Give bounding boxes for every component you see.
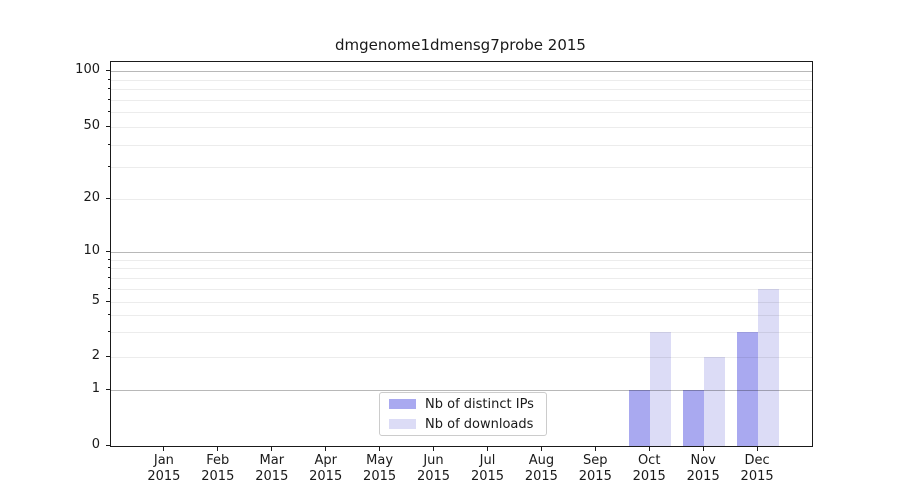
y-minor-tick-mark <box>108 98 110 100</box>
y-tick-label: 100 <box>75 62 100 77</box>
x-tick-label-mar: Mar 2015 <box>243 453 301 485</box>
legend-item-distinct-ips: Nb of distinct IPs <box>389 397 537 412</box>
x-tick-month: Sep <box>583 453 608 468</box>
x-tick-mark <box>487 447 488 451</box>
x-tick-year: 2015 <box>632 469 666 484</box>
x-tick-label-feb: Feb 2015 <box>189 453 247 485</box>
x-tick-year: 2015 <box>524 469 558 484</box>
x-tick-mark <box>271 447 273 451</box>
x-tick-year: 2015 <box>578 469 612 484</box>
bar-distinct-ips-nov <box>683 390 705 446</box>
legend-label-downloads: Nb of downloads <box>425 416 534 432</box>
y-tick-label: 50 <box>83 118 100 133</box>
legend-label-distinct-ips: Nb of distinct IPs <box>425 396 534 412</box>
x-tick-month: Nov <box>690 453 716 468</box>
x-tick-year: 2015 <box>363 469 397 484</box>
y-minor-tick-mark <box>108 143 110 145</box>
x-tick-mark <box>540 447 542 451</box>
chart-title: dmgenome1dmensg7probe 2015 <box>335 36 586 54</box>
y-tick-mark <box>106 445 110 446</box>
y-tick-label: 1 <box>91 381 100 396</box>
y-minor-tick-mark <box>108 258 110 260</box>
x-tick-label-dec: Dec 2015 <box>728 453 786 485</box>
y-minor-tick-mark <box>108 266 110 268</box>
x-tick-label-nov: Nov 2015 <box>674 453 732 485</box>
x-tick-mark <box>433 447 434 451</box>
x-tick-mark <box>379 447 381 451</box>
x-tick-mark <box>594 447 596 451</box>
y-minor-tick-mark <box>108 111 110 113</box>
x-tick-label-may: May 2015 <box>351 453 409 485</box>
x-tick-month: Jul <box>479 453 496 468</box>
x-tick-month: May <box>366 453 394 468</box>
x-tick-month: Apr <box>314 453 337 468</box>
y-minor-tick-mark <box>108 276 110 278</box>
y-minor-tick-mark <box>108 287 110 289</box>
bar-downloads-dec <box>758 288 780 446</box>
x-tick-label-jan: Jan 2015 <box>135 453 193 485</box>
y-tick-label: 0 <box>91 437 100 452</box>
x-tick-label-aug: Aug 2015 <box>512 453 570 485</box>
y-minor-tick-mark <box>108 88 110 89</box>
x-tick-mark <box>648 447 650 451</box>
y-tick-mark <box>106 126 110 127</box>
bar-downloads-nov <box>704 357 726 446</box>
x-tick-year: 2015 <box>416 469 451 484</box>
x-tick-month: Jun <box>423 453 444 468</box>
x-tick-mark <box>702 447 704 451</box>
legend: Nb of distinct IPs Nb of downloads <box>379 392 547 436</box>
legend-item-downloads: Nb of downloads <box>389 417 537 432</box>
x-tick-month: Mar <box>259 453 285 468</box>
x-tick-label-apr: Apr 2015 <box>297 453 355 485</box>
bar-downloads-oct <box>650 332 672 446</box>
x-tick-year: 2015 <box>470 469 505 484</box>
x-tick-month: Jan <box>153 453 174 468</box>
x-tick-label-oct: Oct 2015 <box>620 453 678 485</box>
y-tick-label: 10 <box>83 243 100 258</box>
x-tick-year: 2015 <box>686 469 720 484</box>
bar-distinct-ips-dec <box>737 332 759 446</box>
x-tick-year: 2015 <box>147 469 181 484</box>
x-tick-month: Oct <box>637 453 661 468</box>
y-minor-tick-mark <box>108 314 110 315</box>
y-tick-mark <box>106 70 110 71</box>
x-tick-label-sep: Sep 2015 <box>566 453 624 485</box>
y-tick-mark <box>106 300 110 302</box>
legend-swatch-downloads <box>389 419 416 429</box>
x-tick-label-jul: Jul 2015 <box>459 453 517 485</box>
x-tick-year: 2015 <box>201 469 235 484</box>
x-tick-mark <box>325 447 327 451</box>
bars-layer <box>111 62 812 446</box>
y-tick-label: 20 <box>83 189 100 205</box>
plot-area: Nb of distinct IPs Nb of downloads <box>110 61 813 447</box>
y-minor-tick-mark <box>108 331 110 333</box>
y-tick-mark <box>106 197 110 199</box>
x-tick-year: 2015 <box>740 469 774 484</box>
x-tick-year: 2015 <box>309 469 343 484</box>
legend-swatch-distinct-ips <box>389 399 416 409</box>
x-tick-month: Aug <box>528 453 555 468</box>
bar-distinct-ips-oct <box>629 390 651 446</box>
x-tick-label-jun: Jun 2015 <box>405 453 463 485</box>
y-tick-mark <box>106 356 110 357</box>
x-tick-month: Dec <box>744 453 770 468</box>
y-tick-label: 2 <box>91 348 100 363</box>
x-tick-mark <box>217 447 219 451</box>
x-tick-mark <box>163 447 165 451</box>
y-minor-tick-mark <box>108 78 110 80</box>
y-tick-mark <box>106 389 110 390</box>
y-tick-label: 5 <box>91 292 100 308</box>
x-tick-year: 2015 <box>255 469 289 484</box>
y-minor-tick-mark <box>108 166 110 167</box>
x-tick-month: Feb <box>206 453 230 468</box>
x-tick-mark <box>756 447 758 451</box>
y-tick-mark <box>106 251 110 252</box>
